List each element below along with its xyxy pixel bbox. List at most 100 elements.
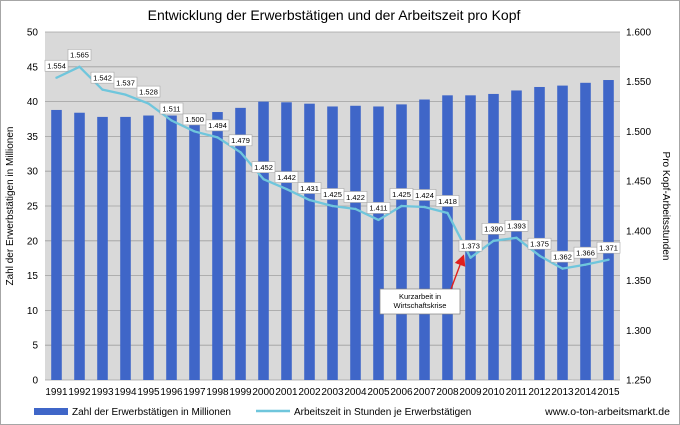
left-tick-label: 40 — [27, 97, 39, 108]
data-label-box — [136, 85, 161, 98]
data-label: 1.442 — [277, 173, 296, 182]
x-tick-label: 2005 — [367, 387, 390, 398]
left-tick-label: 30 — [27, 167, 39, 178]
line-series — [55, 65, 610, 270]
data-label: 1.375 — [530, 240, 549, 249]
data-label: 1.554 — [47, 62, 66, 71]
data-label-box — [412, 189, 437, 201]
bar — [419, 99, 430, 381]
x-tick-label: 2007 — [413, 387, 436, 398]
bar — [442, 95, 453, 380]
bar — [258, 101, 269, 380]
line-point — [561, 267, 564, 270]
data-label: 1.425 — [323, 190, 342, 199]
x-tick-label: 1998 — [206, 387, 229, 398]
bar — [373, 106, 384, 381]
bar — [97, 116, 108, 381]
bar — [235, 107, 246, 380]
data-label: 1.494 — [208, 121, 227, 130]
left-tick-label: 25 — [27, 202, 39, 213]
x-tick-label: 2000 — [252, 387, 275, 398]
right-axis-ticks: 1.250 1.300 1.350 1.400 1.450 1.500 1.550 1.600 — [626, 28, 651, 387]
x-tick-label: 1996 — [160, 387, 183, 398]
bar — [304, 103, 315, 381]
left-axis-ticks: 0 5 10 15 20 25 30 35 40 45 50 — [27, 28, 39, 387]
line-point — [170, 119, 173, 122]
bar — [51, 109, 62, 381]
right-tick-label: 1.600 — [626, 28, 651, 39]
data-label-box — [343, 191, 368, 203]
data-label: 1.452 — [254, 163, 273, 172]
bar — [189, 115, 200, 381]
line-point — [124, 93, 127, 96]
bar — [281, 102, 292, 381]
data-label: 1.362 — [553, 252, 572, 261]
x-tick-label: 1993 — [91, 387, 114, 398]
data-label-box — [504, 220, 529, 232]
data-label-box — [67, 48, 92, 61]
line-point — [239, 151, 242, 154]
right-tick-label: 1.450 — [626, 177, 651, 188]
line-point — [101, 88, 104, 91]
right-tick-label: 1.400 — [626, 226, 651, 237]
x-tick-label: 1991 — [45, 387, 68, 398]
data-label-box — [274, 171, 299, 183]
line-point — [400, 204, 403, 208]
bar — [465, 95, 476, 380]
annotation-arrow — [450, 254, 466, 290]
line-point — [446, 211, 449, 215]
bar — [580, 82, 591, 381]
data-label: 1.537 — [116, 78, 135, 87]
data-label-box — [44, 59, 69, 72]
data-label-box — [228, 134, 253, 147]
line-point — [538, 254, 541, 257]
bar — [534, 86, 545, 380]
x-tick-label: 2010 — [482, 387, 505, 398]
x-tick-label: 2011 — [506, 387, 528, 398]
x-tick-label: 2009 — [459, 387, 482, 398]
x-axis-ticks: 1991 1992 1993 1994 1995 1996 1997 1998 1999 2000… — [45, 387, 620, 398]
annotation-line-1: Kurzarbeit in — [399, 292, 441, 301]
line-point — [285, 187, 288, 191]
legend-bar-label: Zahl der Erwerbstätigen in Millionen — [72, 407, 231, 418]
bar — [166, 115, 177, 381]
x-tick-label: 2006 — [390, 387, 413, 398]
bar — [327, 106, 338, 381]
left-tick-label: 45 — [27, 62, 39, 73]
left-tick-label: 5 — [32, 341, 38, 352]
x-tick-label: 2014 — [574, 387, 597, 398]
data-label: 1.366 — [576, 248, 595, 257]
data-label: 1.431 — [300, 184, 319, 193]
data-label: 1.511 — [162, 104, 180, 113]
left-tick-label: 50 — [27, 28, 39, 39]
data-label: 1.371 — [599, 243, 618, 252]
left-tick-label: 10 — [27, 306, 39, 317]
data-label-box — [159, 102, 184, 115]
x-tick-label: 2001 — [275, 387, 298, 398]
left-tick-label: 0 — [32, 376, 38, 387]
data-label: 1.542 — [93, 73, 112, 82]
line-point — [78, 65, 81, 69]
x-tick-label: 1994 — [114, 387, 137, 398]
data-label: 1.411 — [369, 204, 387, 213]
left-tick-label: 15 — [27, 271, 39, 282]
x-tick-label: 1999 — [229, 387, 252, 398]
left-tick-label: 35 — [27, 132, 39, 143]
data-label-box — [527, 237, 552, 250]
annotation: Kurzarbeit in Wirtschaftskrise — [379, 254, 466, 315]
line-point — [354, 207, 357, 211]
right-tick-label: 1.300 — [626, 326, 651, 337]
x-tick-label: 2012 — [528, 387, 551, 398]
x-tick-label: 1992 — [68, 387, 91, 398]
data-label-box — [113, 76, 138, 89]
data-label-box — [182, 113, 207, 126]
bar — [143, 115, 154, 381]
line-point — [515, 236, 518, 240]
line-point — [377, 218, 380, 222]
line-point — [331, 204, 334, 208]
data-label-box — [435, 195, 460, 207]
right-tick-label: 1.500 — [626, 127, 651, 138]
data-label: 1.500 — [185, 115, 204, 124]
data-label-box — [205, 119, 230, 132]
